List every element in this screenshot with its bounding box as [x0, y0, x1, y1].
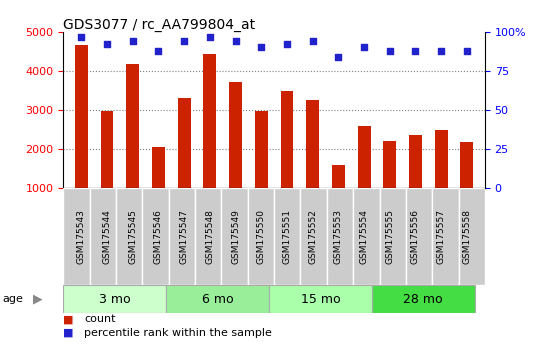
Bar: [269, 285, 372, 313]
Point: [283, 41, 291, 47]
Bar: [195, 188, 222, 285]
Text: age: age: [3, 294, 24, 304]
Point: [77, 34, 86, 39]
Point: [180, 38, 188, 44]
Bar: [280, 91, 293, 188]
Bar: [432, 188, 458, 285]
Point: [437, 48, 446, 53]
Bar: [75, 45, 88, 188]
Text: ■: ■: [63, 314, 74, 324]
Text: ▶: ▶: [33, 293, 42, 306]
Text: count: count: [84, 314, 116, 324]
Text: GSM175548: GSM175548: [206, 209, 214, 264]
Text: GSM175552: GSM175552: [308, 209, 317, 264]
Text: 28 mo: 28 mo: [403, 293, 443, 306]
Text: GSM175545: GSM175545: [128, 209, 137, 264]
Text: GSM175554: GSM175554: [360, 209, 369, 264]
Point: [154, 48, 163, 53]
Point: [411, 48, 420, 53]
Point: [257, 45, 266, 50]
Point: [462, 48, 471, 53]
Bar: [166, 285, 269, 313]
Bar: [90, 188, 116, 285]
Text: GSM175558: GSM175558: [462, 209, 472, 264]
Bar: [169, 188, 195, 285]
Text: GDS3077 / rc_AA799804_at: GDS3077 / rc_AA799804_at: [63, 18, 256, 32]
Point: [128, 38, 137, 44]
Bar: [116, 188, 142, 285]
Bar: [458, 188, 485, 285]
Bar: [222, 188, 248, 285]
Text: ■: ■: [63, 328, 74, 338]
Bar: [380, 188, 406, 285]
Text: GSM175556: GSM175556: [411, 209, 420, 264]
Bar: [306, 99, 319, 188]
Text: GSM175553: GSM175553: [334, 209, 343, 264]
Bar: [126, 64, 139, 188]
Text: GSM175544: GSM175544: [102, 209, 111, 264]
Point: [334, 54, 343, 59]
Bar: [63, 285, 166, 313]
Point: [206, 34, 214, 39]
Point: [231, 38, 240, 44]
Bar: [383, 141, 396, 188]
Text: GSM175550: GSM175550: [257, 209, 266, 264]
Text: GSM175551: GSM175551: [283, 209, 291, 264]
Bar: [63, 188, 90, 285]
Bar: [461, 142, 473, 188]
Bar: [203, 55, 217, 188]
Bar: [409, 135, 422, 188]
Text: percentile rank within the sample: percentile rank within the sample: [84, 328, 272, 338]
Bar: [300, 188, 327, 285]
Bar: [229, 82, 242, 188]
Bar: [152, 147, 165, 188]
Bar: [255, 111, 268, 188]
Bar: [142, 188, 169, 285]
Bar: [274, 188, 300, 285]
Bar: [435, 130, 447, 188]
Text: 15 mo: 15 mo: [301, 293, 340, 306]
Text: GSM175546: GSM175546: [154, 209, 163, 264]
Bar: [353, 188, 380, 285]
Text: GSM175543: GSM175543: [77, 209, 86, 264]
Bar: [332, 165, 345, 188]
Text: 6 mo: 6 mo: [202, 293, 234, 306]
Text: GSM175547: GSM175547: [180, 209, 188, 264]
Bar: [248, 188, 274, 285]
Bar: [372, 285, 474, 313]
Bar: [406, 188, 432, 285]
Text: GSM175555: GSM175555: [385, 209, 395, 264]
Bar: [327, 188, 353, 285]
Bar: [178, 98, 191, 188]
Point: [360, 45, 369, 50]
Text: GSM175549: GSM175549: [231, 209, 240, 264]
Point: [385, 48, 394, 53]
Bar: [358, 126, 370, 188]
Point: [308, 38, 317, 44]
Text: GSM175557: GSM175557: [437, 209, 446, 264]
Point: [102, 41, 111, 47]
Text: 3 mo: 3 mo: [99, 293, 131, 306]
Bar: [101, 111, 114, 188]
